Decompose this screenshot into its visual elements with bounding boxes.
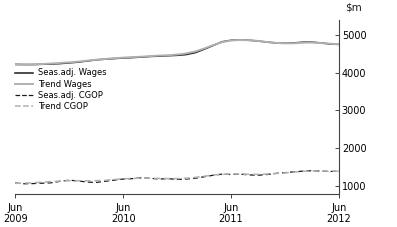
Legend: Seas.adj. Wages, Trend Wages, Seas.adj. CGOP, Trend CGOP: Seas.adj. Wages, Trend Wages, Seas.adj. … [15, 68, 106, 111]
Text: $m: $m [345, 3, 362, 13]
